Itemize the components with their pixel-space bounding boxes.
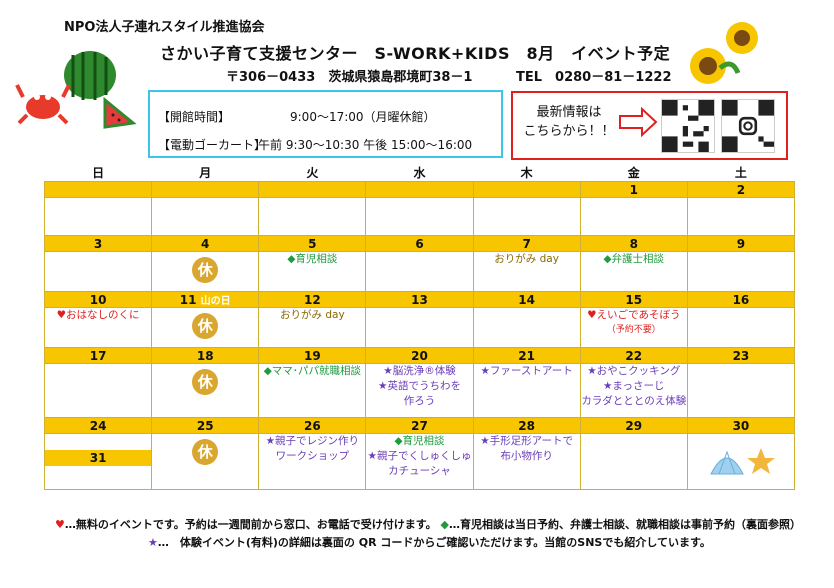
date-cell: 30 bbox=[686, 417, 796, 434]
dow-thu: 木 bbox=[520, 165, 533, 180]
date-cell: 11 山の日 bbox=[151, 291, 260, 308]
date-cell: 29 bbox=[579, 417, 688, 434]
date-cell: 4 bbox=[151, 235, 260, 252]
dow-sat: 土 bbox=[734, 165, 747, 180]
date-cell: 26 bbox=[258, 417, 367, 434]
date-cell: 16 bbox=[686, 291, 796, 308]
qr-text-line2: こちらから！！ bbox=[523, 124, 615, 139]
mountain-day-label: 山の日 bbox=[200, 296, 231, 307]
date-cell: 1 bbox=[579, 181, 688, 198]
event-item: おりがみ day bbox=[494, 253, 559, 265]
date-cell: 14 bbox=[472, 291, 581, 308]
open-hours-value: 9:00～17:00（月曜休館） bbox=[290, 110, 436, 124]
event-item: ★親子でくしゅくしゅ bbox=[367, 450, 472, 462]
date-cell: 28 bbox=[472, 417, 581, 434]
event-item: ♥おはなしのくに bbox=[56, 309, 140, 321]
dow-wed: 水 bbox=[413, 165, 426, 180]
date-cell: 7 bbox=[472, 235, 581, 252]
date-cell bbox=[258, 181, 367, 198]
date-cell: 10 bbox=[43, 291, 153, 308]
diamond-icon: ◆ bbox=[440, 518, 449, 531]
event-item: ★脳洗浄®体験 bbox=[383, 365, 456, 377]
date-cell bbox=[43, 181, 153, 198]
dow-fri: 金 bbox=[627, 165, 640, 180]
event-item: ★手形足形アートで bbox=[480, 435, 574, 447]
legend-consultation: …育児相談は当日予約、弁護士相談、就職相談は事前予約（裏面参照） bbox=[449, 518, 801, 531]
event-item: 作ろう bbox=[403, 395, 436, 407]
star-icon: ★ bbox=[148, 536, 158, 549]
event-item: ◆弁護士相談 bbox=[603, 253, 665, 265]
page-title: さかい子育て支援センター S-WORK+KIDS 8月 イベント予定 bbox=[160, 44, 671, 63]
organization-name: NPO法人子連れスタイル推進協会 bbox=[64, 20, 265, 35]
legend-paid-events: … 体験イベント(有料)の詳細は裏面の QR コードからご確認いただけます。当館… bbox=[157, 536, 711, 549]
date-cell: 2 bbox=[686, 181, 796, 198]
legend-line-1: ♥…無料のイベントです。予約は一週間前から窓口、お電話で受け付けます。 ◆…育児… bbox=[55, 516, 801, 532]
date-cell: 27 bbox=[365, 417, 474, 434]
date-cell: 12 bbox=[258, 291, 367, 308]
closed-badge: 休 bbox=[192, 257, 219, 283]
date-number: 11 bbox=[179, 293, 197, 307]
date-cell: 19 bbox=[258, 347, 367, 364]
event-item: ★英語でうちわを bbox=[378, 380, 461, 392]
date-cell: 25 bbox=[151, 417, 260, 434]
date-cell: 3 bbox=[43, 235, 153, 252]
closed-badge: 休 bbox=[192, 313, 219, 339]
date-cell bbox=[365, 181, 474, 198]
event-note: （予約不要） bbox=[606, 325, 661, 335]
date-cell: 9 bbox=[686, 235, 796, 252]
event-item: カチューシャ bbox=[388, 465, 451, 477]
legend-line-2: ★… 体験イベント(有料)の詳細は裏面の QR コードからご確認いただけます。当… bbox=[148, 534, 711, 550]
date-cell: 31 bbox=[45, 450, 152, 466]
date-cell: 15 bbox=[579, 291, 688, 308]
qr-code-icon[interactable] bbox=[661, 99, 715, 153]
date-cell: 8 bbox=[579, 235, 688, 252]
date-cell: 21 bbox=[472, 347, 581, 364]
gocart-label: 【電動ゴーカート】 bbox=[158, 138, 267, 152]
event-item: ◆育児相談 bbox=[287, 253, 338, 265]
address: 〒306－0433 茨城県猿島郡境町38－1 bbox=[226, 70, 473, 85]
watermelon-crab-illustration bbox=[15, 51, 137, 129]
date-cell bbox=[472, 181, 581, 198]
event-item: 布小物作り bbox=[500, 450, 553, 462]
calendar: 日 月 火 水 木 金 土 1 2 3 4 5 6 7 8 9 休 ◆育児相談 … bbox=[43, 163, 796, 490]
closed-badge: 休 bbox=[192, 369, 219, 395]
open-hours-label: 【開館時間】 bbox=[158, 110, 231, 124]
date-cell: 22 bbox=[579, 347, 688, 364]
event-item: ★おやこクッキング bbox=[587, 365, 681, 377]
date-cell: 6 bbox=[365, 235, 474, 252]
date-cell: 13 bbox=[365, 291, 474, 308]
event-item: ◆育児相談 bbox=[394, 435, 445, 447]
event-item: ★ファーストアート bbox=[480, 365, 573, 377]
event-item: ◆ママ･パパ就職相談 bbox=[263, 365, 362, 377]
arrow-right-icon bbox=[619, 107, 658, 137]
legend-free-events: …無料のイベントです。予約は一週間前から窓口、お電話で受け付けます。 bbox=[64, 518, 437, 531]
event-item: ★親子でレジン作り bbox=[265, 435, 360, 447]
opening-hours-box: 【開館時間】 9:00～17:00（月曜休館） 【電動ゴーカート】 午前 9:3… bbox=[148, 90, 503, 158]
date-cell: 17 bbox=[43, 347, 153, 364]
date-cell: 24 bbox=[43, 417, 153, 434]
instagram-qr-code-icon[interactable] bbox=[721, 99, 775, 153]
event-item: ワークショップ bbox=[275, 450, 350, 462]
date-cell: 23 bbox=[686, 347, 796, 364]
event-item: カラダとととのえ体験 bbox=[581, 395, 687, 407]
event-item: おりがみ day bbox=[280, 309, 345, 321]
telephone: TEL 0280－81－1222 bbox=[516, 70, 672, 85]
shell-starfish-illustration bbox=[710, 448, 775, 475]
heart-icon: ♥ bbox=[55, 518, 65, 531]
event-item: ★まっさーじ bbox=[603, 380, 665, 392]
qr-text-line1: 最新情報は bbox=[536, 105, 602, 120]
dow-tue: 火 bbox=[306, 165, 319, 180]
qr-info-box: 最新情報は こちらから！！ bbox=[511, 91, 788, 160]
date-cell bbox=[151, 181, 260, 198]
gocart-value: 午前 9:30～10:30 午後 15:00～16:00 bbox=[258, 138, 473, 152]
date-cell: 18 bbox=[151, 347, 260, 364]
sunflower-illustration bbox=[690, 22, 758, 84]
dow-mon: 月 bbox=[199, 165, 212, 180]
closed-badge: 休 bbox=[192, 439, 219, 465]
event-item: ♥えいごであそぼう bbox=[587, 309, 681, 321]
date-cell: 20 bbox=[365, 347, 474, 364]
date-cell: 5 bbox=[258, 235, 367, 252]
dow-sun: 日 bbox=[92, 165, 105, 180]
